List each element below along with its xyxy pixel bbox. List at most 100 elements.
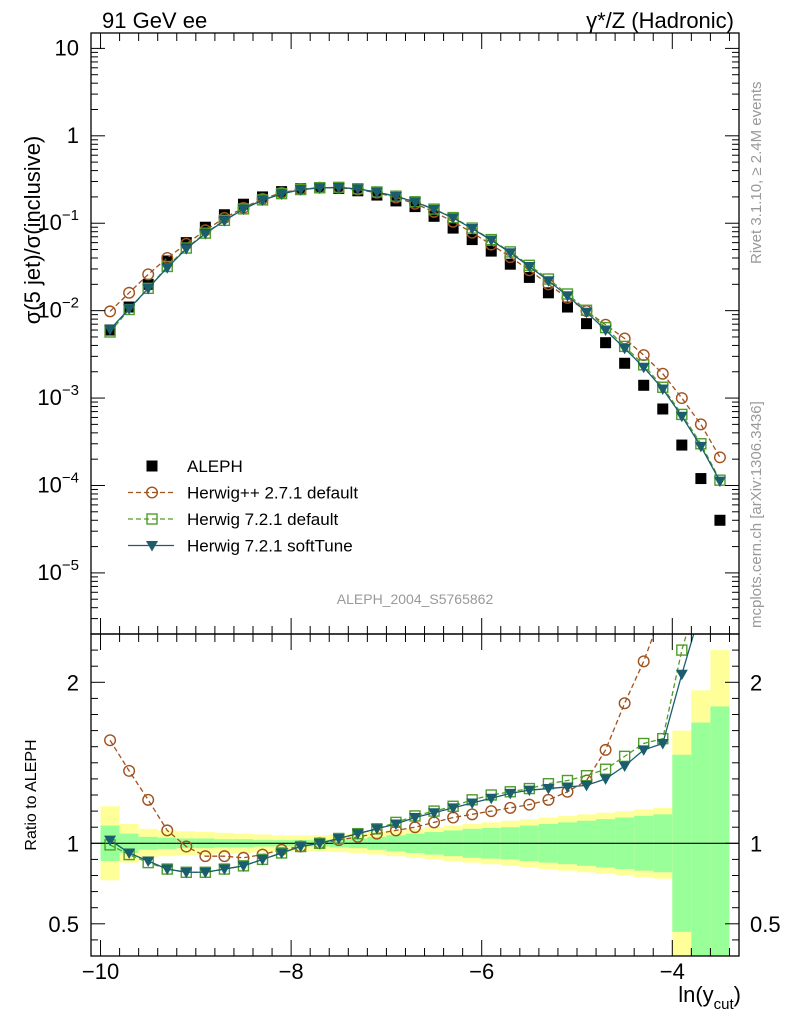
series-3-point-13 [351,184,364,195]
ratio-series-2-point-5 [199,867,212,879]
ratio-series-0-point-1 [123,764,136,777]
ratio-plot-area [91,634,739,956]
ratio-series-2-point-26 [599,774,612,785]
ratio-series-2-point-3 [161,864,174,876]
x-axis-label: ln(ycut) [678,982,741,1013]
ratio-series-1-point-30 [676,644,688,656]
y-tick-label-4: 10−3 [37,382,79,410]
ratio-y-tick-label-left-0: 2 [67,670,79,695]
analysis-watermark: ALEPH_2004_S5765862 [337,591,494,607]
ratio-series-2-point-25 [580,780,593,792]
ratio-y-tick-label-right-1: 1 [750,831,762,856]
ratio-series-0-point-26 [599,743,612,756]
series-3-point-12 [332,183,345,194]
series-3-point-3 [161,263,174,274]
series-0-point-26 [600,337,612,349]
series-0-point-19 [466,234,478,246]
series-0-point-21 [504,258,516,270]
ratio-series-2-point-11 [313,838,326,850]
ratio-series-0-point-27 [618,697,631,710]
header-right: γ*/Z (Hadronic) [586,8,734,33]
series-3-point-22 [523,261,536,273]
ratio-series-2-point-7 [237,861,250,872]
series-1-point-2 [142,268,155,281]
series-3-point-14 [370,187,383,199]
series-0-point-18 [447,222,459,234]
ratio-series-2-point-21 [504,788,517,800]
series-3-point-0 [104,324,117,336]
ratio-series-2-point-6 [218,864,231,876]
main-y-axis-label: σ(5 jet)/σ(inclusive) [20,136,45,325]
ratio-series-2-point-19 [466,798,479,810]
ratio-series-0-point-20 [485,805,498,818]
legend-label-1: Herwig++ 2.7.1 default [187,484,358,503]
ratio-series-2-point-22 [523,785,536,797]
ratio-series-2-point-29 [656,738,669,750]
ratio-series-2-point-9 [275,848,288,859]
legend-marker-0 [146,460,158,472]
x-tick-label-3: −4 [660,959,685,984]
series-3-point-9 [275,189,288,200]
series-1-point-28 [637,349,650,362]
series-3-point-24 [561,291,574,302]
uncertainty-band-inner-31 [691,722,711,956]
series-1-point-31 [694,418,707,431]
series-3-point-4 [180,244,193,255]
series-1-point-30 [675,392,688,405]
series-0-point-20 [485,245,497,257]
series-0-point-5 [199,221,211,233]
uncertainty-band-inner-32 [710,706,730,956]
series-3-point-25 [580,307,593,319]
ratio-y-tick-label-left-1: 1 [67,831,79,856]
ratio-series-2-point-16 [409,813,421,824]
rivet-version-label: Rivet 3.1.10, ≥ 2.4M events [748,82,765,265]
ratio-series-0-point-22 [523,798,536,811]
ratio-series-2-point-0 [104,835,117,847]
series-3-point-7 [237,204,250,216]
series-1-point-32 [713,451,726,464]
ratio-series-0-point-5 [199,850,212,863]
series-3-point-11 [313,183,326,194]
ratio-series-2-point-1 [123,848,136,859]
series-1-point-27 [618,332,631,345]
ratio-series-2-point-18 [447,803,460,814]
series-3-point-28 [637,362,650,374]
series-0-point-31 [695,473,707,485]
ratio-series-2-point-24 [561,782,574,793]
series-3-point-30 [675,411,688,423]
main-panel-axes: 10 1 10−1 10−2 10−3 10−4 10−5 [37,33,739,635]
series-0-point-30 [676,439,688,451]
ratio-y-axis-label: Ratio to ALEPH [23,739,40,850]
legend-label-0: ALEPH [187,457,243,476]
y-tick-label-3: 10−2 [37,295,79,323]
series-0-point-17 [428,210,440,222]
ratio-series-2-point-2 [142,856,155,868]
ratio-series-0-point-3 [161,824,174,837]
y-tick-label-2: 10−1 [37,207,79,235]
series-1-point-1 [123,286,136,299]
ratio-series-0-point-23 [542,793,555,806]
series-1-point-0 [104,305,117,318]
ratio-series-2-point-14 [370,824,383,835]
ratio-series-2-point-17 [428,808,441,819]
ratio-series-0-point-21 [504,801,517,814]
legend: ALEPH Herwig++ 2.7.1 default Herwig 7.2.1 … [128,457,358,556]
series-3-point-19 [466,224,479,235]
series-0-point-32 [714,514,726,526]
series-3-point-5 [199,229,212,240]
ratio-y-tick-label-left-2: 0.5 [48,912,79,937]
series-3-point-20 [485,235,498,247]
main-plot-area [104,181,726,526]
ratio-series-0-point-0 [104,734,117,747]
header-left: 91 GeV ee [102,8,207,33]
ratio-series-2-point-8 [256,854,269,866]
legend-marker-2 [146,513,158,525]
series-0-point-24 [561,301,573,313]
ratio-series-2-point-28 [637,745,650,756]
ratio-series-2-point-12 [332,833,345,845]
series-0-point-29 [657,403,669,415]
ratio-series-2-point-10 [294,842,307,853]
series-3-point-1 [123,304,136,315]
y-tick-label-5: 10−4 [37,469,79,497]
ratio-series-1-point-26 [599,763,612,775]
